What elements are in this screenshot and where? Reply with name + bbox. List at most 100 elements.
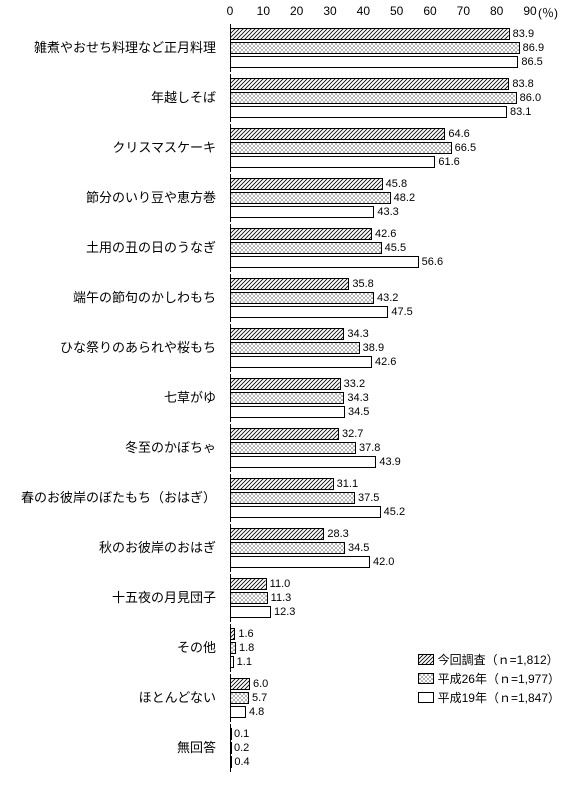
bar-value-label: 6.0 [253, 678, 268, 690]
bar-h26 [230, 442, 356, 454]
bar-h19 [230, 256, 419, 268]
bar-current [230, 228, 372, 240]
category-label: その他 [0, 641, 222, 655]
category-label: 年越しそば [0, 91, 222, 105]
bar-current [230, 78, 509, 90]
bar-h26 [230, 742, 232, 754]
bar-value-label: 86.9 [523, 42, 544, 54]
bar-current [230, 28, 510, 40]
bar-h26 [230, 192, 391, 204]
bar-current [230, 478, 334, 490]
category-label: 節分のいり豆や恵方巻 [0, 191, 222, 205]
category-label: 七草がゆ [0, 391, 222, 405]
bar-value-label: 64.6 [448, 128, 469, 140]
x-axis-tick: 30 [323, 4, 336, 18]
x-axis-tick: 60 [423, 4, 436, 18]
x-axis-tick: 50 [390, 4, 403, 18]
bar-value-label: 45.8 [386, 178, 407, 190]
category-row: 節分のいり豆や恵方巻 45.8 48.2 43.3 [0, 174, 580, 222]
bar-value-label: 12.3 [274, 606, 295, 618]
bar-value-label: 11.3 [271, 592, 292, 604]
category-label: 十五夜の月見団子 [0, 591, 222, 605]
bar-h19 [230, 356, 372, 368]
bar-value-label: 34.5 [348, 406, 369, 418]
bar-h19 [230, 506, 381, 518]
bar-h19 [230, 756, 232, 768]
bar-value-label: 45.5 [385, 242, 406, 254]
bar-value-label: 42.0 [373, 556, 394, 568]
legend: 今回調査（ｎ=1,812） 平成26年（ｎ=1,977） 平成19年（ｎ=1,847… [418, 651, 560, 708]
bar-current [230, 528, 324, 540]
bar-current [230, 328, 344, 340]
bar-value-label: 37.5 [358, 492, 379, 504]
category-label: ほとんどない [0, 691, 222, 705]
bar-h19 [230, 106, 507, 118]
category-row: 七草がゆ33.234.334.5 [0, 374, 580, 422]
bar-value-label: 86.5 [521, 56, 542, 68]
category-label: 端午の節句のかしわもち [0, 291, 222, 305]
bar-h19 [230, 606, 271, 618]
bar-value-label: 35.8 [352, 278, 373, 290]
bar-value-label: 86.0 [520, 92, 541, 104]
bar-value-label: 0.4 [234, 756, 249, 768]
category-row: クリスマスケーキ 64.6 66.5 61.6 [0, 124, 580, 172]
bar-current [230, 428, 339, 440]
bar-value-label: 37.8 [359, 442, 380, 454]
bar-value-label: 31.1 [337, 478, 358, 490]
bar-value-label: 38.9 [363, 342, 384, 354]
x-axis-tick: 90 [523, 4, 536, 18]
bar-h26 [230, 592, 268, 604]
category-row: 秋のお彼岸のおはぎ28.334.542.0 [0, 524, 580, 572]
bar-h26 [230, 492, 355, 504]
bar-value-label: 32.7 [342, 428, 363, 440]
legend-swatch [418, 673, 434, 684]
bar-value-label: 66.5 [455, 142, 476, 154]
bar-value-label: 1.6 [238, 628, 253, 640]
bar-current [230, 128, 445, 140]
bar-value-label: 47.5 [391, 306, 412, 318]
bar-h26 [230, 642, 236, 654]
x-axis-unit: (％) [538, 4, 558, 21]
bar-value-label: 61.6 [438, 156, 459, 168]
category-row: 十五夜の月見団子 11.0 11.3 12.3 [0, 574, 580, 622]
bar-value-label: 43.3 [377, 206, 398, 218]
x-axis: 0102030405060708090(％) [230, 4, 550, 24]
bar-h19 [230, 706, 246, 718]
bar-current [230, 678, 250, 690]
x-axis-tick: 10 [257, 4, 270, 18]
bar-value-label: 28.3 [327, 528, 348, 540]
category-row: 無回答0.10.20.4 [0, 724, 580, 772]
bar-h19 [230, 56, 518, 68]
x-axis-tick: 80 [490, 4, 503, 18]
legend-label: 平成26年（ｎ=1,977） [438, 670, 560, 687]
bar-value-label: 11.0 [270, 578, 291, 590]
category-row: 冬至のかぼちゃ32.737.843.9 [0, 424, 580, 472]
bar-current [230, 728, 232, 740]
bar-value-label: 0.2 [234, 742, 249, 754]
bar-value-label: 34.3 [347, 328, 368, 340]
legend-label: 平成19年（ｎ=1,847） [438, 689, 560, 706]
bar-h26 [230, 242, 382, 254]
x-axis-tick: 20 [290, 4, 303, 18]
bar-h19 [230, 456, 376, 468]
bar-h26 [230, 342, 360, 354]
category-row: 端午の節句のかしわもち35.843.247.5 [0, 274, 580, 322]
bar-current [230, 278, 349, 290]
bar-h26 [230, 292, 374, 304]
category-label: 春のお彼岸のぼたもち（おはぎ） [0, 491, 222, 505]
bar-value-label: 48.2 [394, 192, 415, 204]
bar-h26 [230, 692, 249, 704]
bar-value-label: 33.2 [344, 378, 365, 390]
chart-container: 0102030405060708090(％) 雑煮やおせち料理など正月料理83.… [0, 0, 580, 788]
bar-h19 [230, 406, 345, 418]
category-label: クリスマスケーキ [0, 141, 222, 155]
category-row: 雑煮やおせち料理など正月料理83.986.986.5 [0, 24, 580, 72]
legend-item: 今回調査（ｎ=1,812） [418, 651, 560, 668]
bar-h26 [230, 42, 520, 54]
category-row: 春のお彼岸のぼたもち（おはぎ） 31.137.5 45.2 [0, 474, 580, 522]
bar-value-label: 42.6 [375, 356, 396, 368]
bar-h19 [230, 556, 370, 568]
x-axis-tick: 0 [227, 4, 234, 18]
bar-value-label: 1.8 [239, 642, 254, 654]
bar-value-label: 45.2 [384, 506, 405, 518]
